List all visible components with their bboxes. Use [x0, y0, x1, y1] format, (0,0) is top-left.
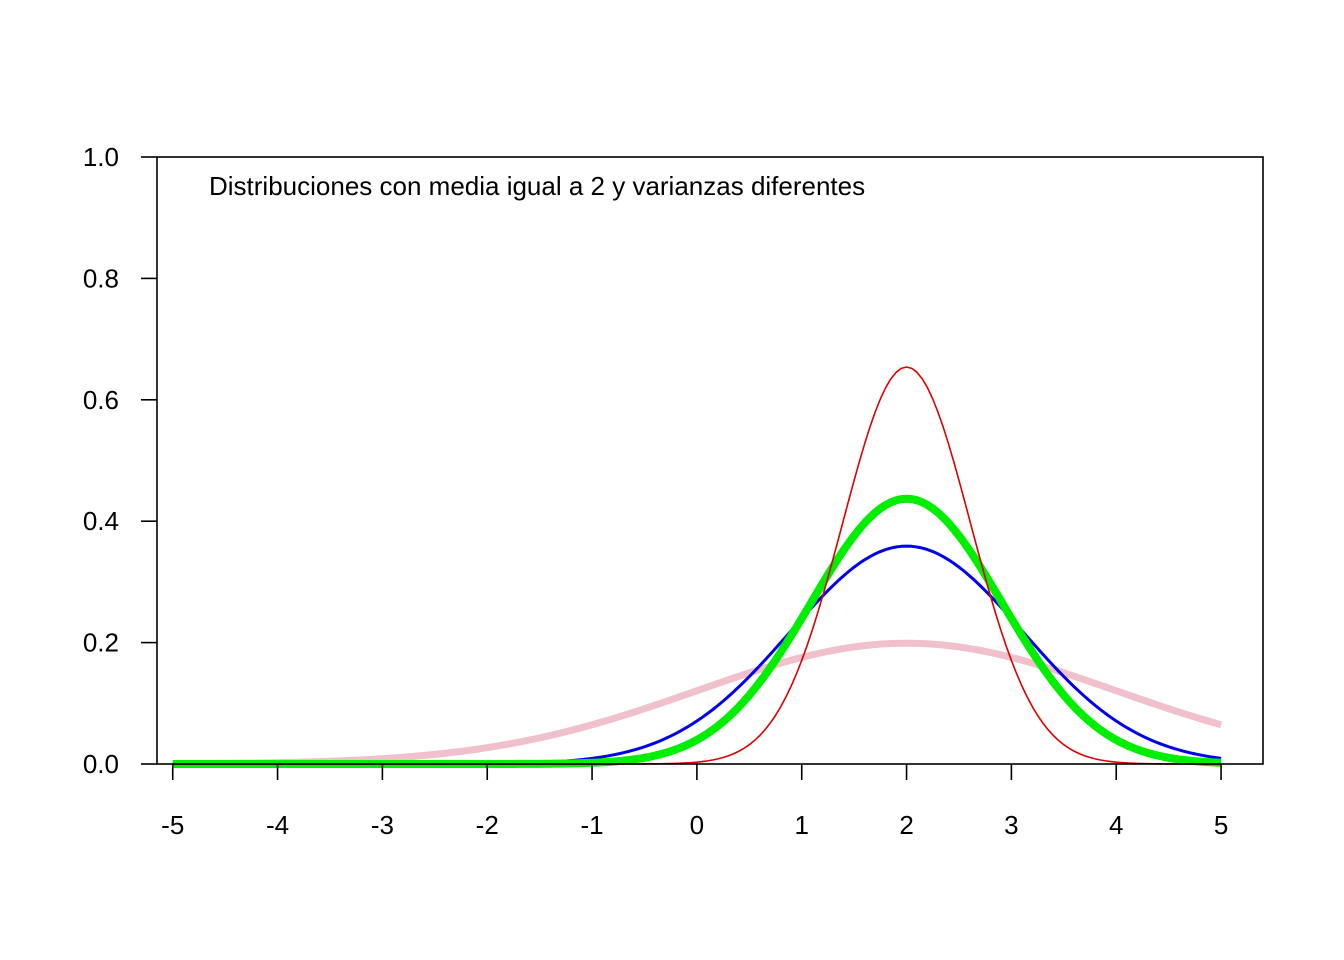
- y-tick-label: 0.4: [83, 506, 119, 536]
- plot-frame: [156, 156, 1264, 765]
- y-tick-label: 0.2: [83, 628, 119, 658]
- x-tick-label: 0: [690, 810, 704, 840]
- x-tick-label: 1: [794, 810, 808, 840]
- x-tick-label: -3: [371, 810, 394, 840]
- x-tick-label: -5: [161, 810, 184, 840]
- y-axis: 0.0 0.2 0.4 0.6 0.8 1.0: [83, 142, 157, 779]
- y-tick-label: 0.0: [83, 749, 119, 779]
- x-tick-label: -1: [580, 810, 603, 840]
- x-tick-label: -4: [266, 810, 289, 840]
- y-tick-label: 0.6: [83, 385, 119, 415]
- x-tick-label: 2: [899, 810, 913, 840]
- y-tick-label: 1.0: [83, 142, 119, 172]
- x-tick-label: 5: [1214, 810, 1228, 840]
- x-axis: -5 -4 -3 -2 -1 0 1 2 3 4 5: [161, 764, 1228, 840]
- y-tick-label: 0.8: [83, 263, 119, 293]
- x-tick-label: 4: [1109, 810, 1123, 840]
- chart-annotation: Distribuciones con media igual a 2 y var…: [209, 171, 865, 201]
- x-tick-label: 3: [1004, 810, 1018, 840]
- x-tick-label: -2: [476, 810, 499, 840]
